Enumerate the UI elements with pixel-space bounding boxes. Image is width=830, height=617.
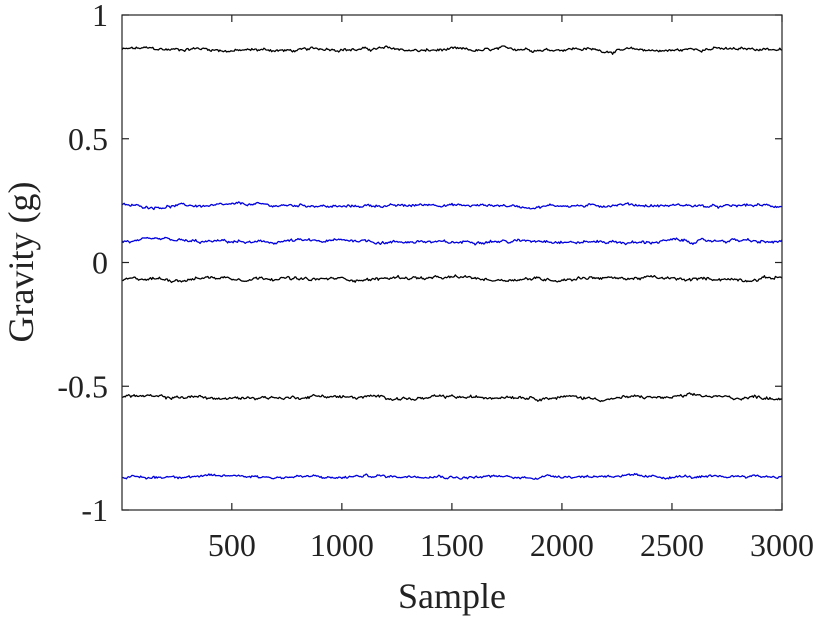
x-tick-label: 3000 (750, 527, 814, 563)
x-tick-label: 2500 (640, 527, 704, 563)
series-line-black (121, 45, 783, 55)
y-tick-label: -0.5 (57, 368, 108, 404)
series-line-blue (121, 201, 783, 211)
x-axis-ticks: 500 1000 1500 2000 2500 3000 (208, 15, 814, 563)
series-line-blue (121, 236, 783, 246)
y-axis-ticks: -1 -0.5 0 0.5 1 (57, 0, 782, 528)
series-line-black (121, 274, 783, 284)
y-tick-label: -1 (81, 492, 108, 528)
x-tick-label: 1000 (310, 527, 374, 563)
x-tick-label: 1500 (420, 527, 484, 563)
y-tick-label: 1 (92, 0, 108, 33)
x-tick-label: 2000 (530, 527, 594, 563)
y-axis-title: Gravity (g) (1, 182, 41, 343)
plot-area (122, 15, 782, 510)
x-axis-title: Sample (398, 576, 506, 616)
series-layer (121, 45, 783, 480)
series-line-blue (121, 472, 783, 480)
series-line-black (121, 392, 783, 403)
y-tick-label: 0 (92, 245, 108, 281)
x-tick-label: 500 (208, 527, 256, 563)
y-tick-label: 0.5 (68, 121, 108, 157)
